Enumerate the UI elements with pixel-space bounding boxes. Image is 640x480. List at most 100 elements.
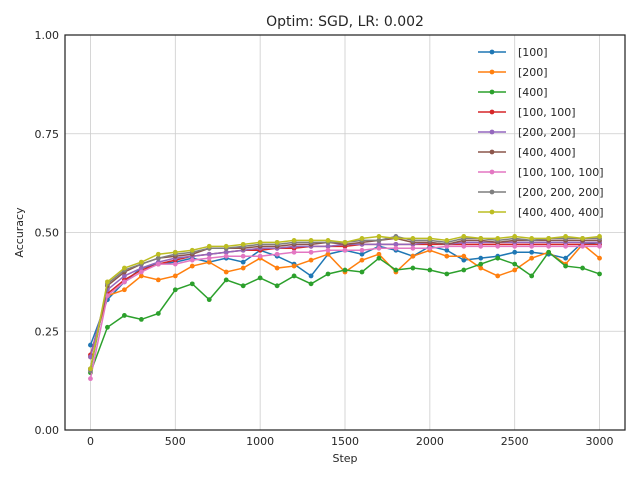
data-point	[138, 317, 144, 322]
legend-item: [200]	[478, 66, 548, 79]
data-point	[172, 273, 178, 279]
data-point	[155, 251, 161, 257]
data-point	[105, 279, 110, 285]
data-point	[342, 247, 348, 253]
data-point	[206, 243, 212, 249]
data-point	[563, 234, 569, 239]
data-point	[88, 354, 93, 360]
data-point	[444, 238, 450, 243]
data-point	[478, 236, 484, 241]
data-point	[189, 281, 195, 287]
data-point	[206, 259, 212, 265]
data-point	[240, 283, 246, 289]
data-point	[478, 261, 484, 267]
legend-label: [400, 400]	[518, 146, 576, 159]
data-point	[325, 251, 331, 257]
data-point	[512, 267, 518, 273]
data-point	[257, 239, 263, 245]
axis-ticks: 0 500 1000 1500 2000 2500 3000 0.00 0.25 0.50 0.75…	[35, 29, 614, 448]
data-point	[138, 259, 144, 265]
data-point	[376, 251, 382, 257]
data-point	[461, 267, 467, 273]
data-point	[393, 241, 399, 247]
data-point	[376, 241, 382, 247]
data-point	[223, 277, 229, 283]
legend-swatch-marker	[489, 89, 495, 95]
data-point	[121, 279, 127, 285]
legend-label: [200, 200, 200]	[518, 186, 604, 199]
data-point	[240, 253, 246, 259]
legend-label: [100, 100]	[518, 106, 576, 119]
data-point	[105, 293, 110, 299]
data-point	[478, 255, 484, 261]
x-tick-label: 1000	[246, 435, 274, 448]
data-point	[121, 287, 127, 293]
data-point	[580, 236, 585, 241]
data-point	[512, 249, 518, 255]
series-group	[88, 249, 602, 376]
series-layer	[88, 234, 602, 382]
data-point	[410, 236, 416, 241]
data-point	[291, 273, 297, 279]
legend-item: [100]	[478, 46, 548, 59]
data-point	[189, 257, 195, 263]
data-point	[512, 234, 518, 239]
y-tick-label: 0.75	[35, 128, 60, 141]
data-point	[376, 234, 382, 239]
data-point	[274, 265, 280, 271]
data-point	[172, 249, 178, 255]
data-point	[546, 243, 552, 249]
data-point	[580, 265, 585, 271]
data-point	[478, 243, 484, 249]
data-point	[597, 271, 602, 277]
data-point	[325, 247, 331, 253]
legend-label: [400, 400, 400]	[518, 206, 604, 219]
x-tick-label: 0	[87, 435, 94, 448]
data-point	[580, 243, 585, 249]
data-point	[206, 251, 212, 257]
data-point	[563, 243, 569, 249]
data-point	[512, 243, 518, 249]
data-point	[274, 251, 280, 257]
legend-label: [200]	[518, 66, 548, 79]
series-group	[88, 234, 602, 372]
x-axis-label: Step	[332, 452, 357, 465]
data-point	[393, 267, 399, 273]
data-point	[597, 243, 602, 249]
data-point	[155, 261, 161, 267]
data-point	[427, 236, 433, 241]
data-point	[206, 297, 212, 303]
x-tick-label: 1500	[331, 435, 359, 448]
x-tick-label: 500	[165, 435, 186, 448]
data-point	[240, 259, 246, 265]
legend-item: [400, 400]	[478, 146, 576, 159]
data-point	[155, 255, 161, 261]
x-tick-label: 2500	[501, 435, 529, 448]
data-point	[495, 236, 501, 241]
data-point	[138, 269, 144, 275]
data-point	[410, 253, 416, 259]
data-point	[376, 245, 382, 251]
legend-label: [100, 100, 100]	[518, 166, 604, 179]
y-tick-label: 1.00	[35, 29, 60, 42]
data-point	[597, 255, 602, 261]
data-point	[155, 277, 161, 283]
y-tick-label: 0.50	[35, 227, 60, 240]
data-point	[478, 265, 484, 271]
data-point	[325, 271, 331, 277]
data-point	[88, 376, 93, 382]
data-point	[325, 243, 331, 249]
data-point	[325, 238, 331, 243]
data-point	[563, 255, 569, 261]
legend-item: [400]	[478, 86, 548, 99]
data-point	[359, 247, 365, 253]
data-point	[461, 234, 467, 239]
data-point	[105, 324, 110, 330]
data-point	[138, 273, 144, 279]
data-point	[359, 236, 365, 241]
data-point	[88, 342, 93, 348]
legend-item: [100, 100, 100]	[478, 166, 604, 179]
data-point	[121, 265, 127, 271]
data-point	[189, 263, 195, 269]
